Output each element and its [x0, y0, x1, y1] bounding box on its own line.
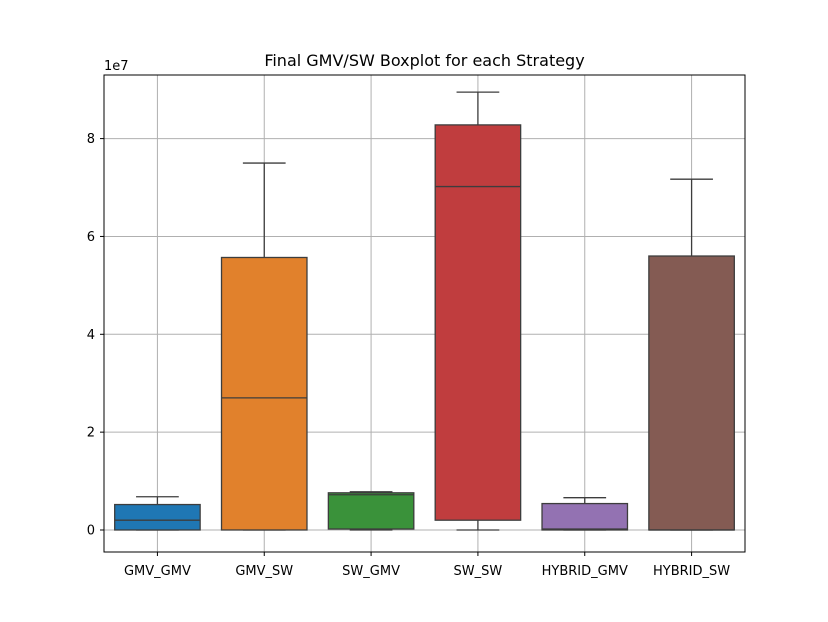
y-tick-label: 6	[87, 230, 95, 245]
box-gmv-gmv	[114, 503, 201, 531]
box-hybrid-gmv	[541, 502, 629, 531]
x-tick-label: GMV_GMV	[124, 564, 191, 579]
x-tick-label: HYBRID_SW	[653, 564, 730, 579]
x-tick-label: HYBRID_GMV	[542, 564, 628, 579]
boxes	[114, 91, 735, 531]
y-tick-label: 0	[87, 523, 95, 538]
plot-frame	[103, 74, 746, 553]
y-tick-label: 2	[87, 426, 95, 441]
y-scale-label: 1e7	[104, 59, 129, 74]
box-gmv-sw	[220, 256, 308, 531]
axes: 0 2 4 6 8 GMV_GMV GMV_SW SW_GMV SW_SW HYBRID_GMV H…	[87, 132, 731, 579]
x-tick-label: SW_GMV	[342, 564, 400, 579]
box-sw-gmv	[327, 492, 415, 530]
box-hybrid-sw	[648, 255, 735, 531]
chart-title: Final GMV/SW Boxplot for each Strategy	[264, 51, 584, 70]
x-tick-label: GMV_SW	[235, 564, 293, 579]
box-sw-sw	[434, 124, 522, 521]
y-tick-label: 8	[87, 132, 95, 147]
y-tick-label: 4	[87, 328, 95, 343]
x-tick-label: SW_SW	[454, 564, 503, 579]
